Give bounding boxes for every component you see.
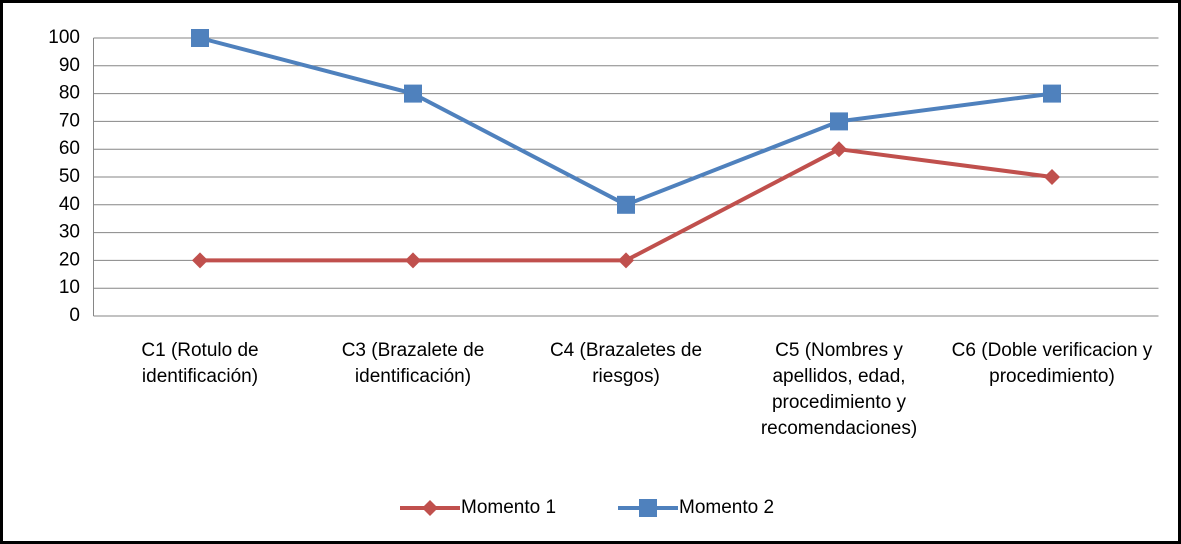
y-tick-label: 60 [59,138,80,159]
legend-marker [422,500,438,516]
y-tick-label: 0 [69,305,80,326]
x-tick-label: C3 (Brazalete de identificación) [341,340,485,387]
y-tick-label: 50 [59,166,80,187]
marker [831,141,847,158]
marker [192,252,208,269]
legend-label: Momento 2 [679,497,774,518]
y-tick-label: 90 [59,55,80,76]
y-tick-label: 100 [48,27,80,48]
y-tick-label: 80 [59,83,80,104]
marker [405,252,421,269]
y-tick-label: 40 [59,194,80,215]
legend-label: Momento 1 [461,497,556,518]
marker [191,29,209,47]
y-tick-label: 30 [59,222,80,243]
marker [1043,84,1061,103]
x-tick-label: C6 (Doble verificacion y procedimiento) [951,340,1153,387]
marker [404,84,422,103]
x-tick-label: C4 (Brazaletes de riesgos) [549,340,703,387]
y-tick-label: 20 [59,249,80,270]
y-tick-label: 10 [59,277,80,298]
x-tick-label: C1 (Rotulo de identificación) [141,340,259,387]
x-tick-label: C5 (Nombres y apellidos, edad, procedimi… [760,340,918,439]
marker [618,252,634,269]
y-tick-label: 70 [59,110,80,131]
marker [830,112,848,131]
marker [617,195,635,214]
marker [1044,169,1060,185]
legend-marker [639,499,657,517]
